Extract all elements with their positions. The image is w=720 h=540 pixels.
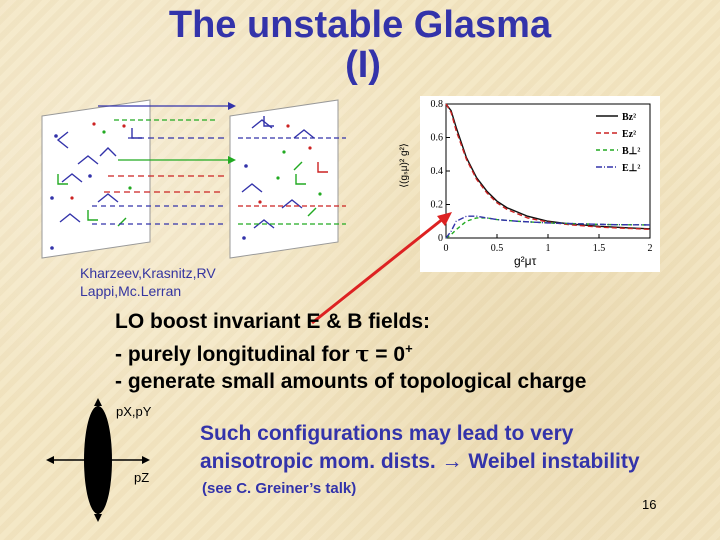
conclusion-line2-suffix: Weibel instability [462, 450, 640, 473]
series-line-4 [445, 215, 651, 239]
x-tick-label: 2 [648, 243, 653, 254]
bullet-item-2: - generate small amounts of topological … [115, 370, 587, 393]
chart-legend: Bz² Ez² B⊥² E⊥² [596, 112, 640, 174]
field-diagram [41, 99, 346, 259]
momentum-ellipse-diagram [46, 398, 150, 522]
vertical-arrow-down [94, 514, 102, 522]
x-tick-label: 0.5 [491, 243, 504, 254]
label-pz: pZ [134, 470, 150, 485]
legend-label-3: B⊥² [622, 146, 640, 157]
x-tick-label: 1 [546, 243, 551, 254]
right-sheet [229, 99, 339, 259]
field-energy-chart: 0 0.5 1 1.5 2 0 0.2 0.4 0.6 0.8 Bz² Ez² B⊥² E⊥² [420, 96, 660, 272]
conclusion-line2: anisotropic mom. dists. → Weibel instabi… [200, 448, 640, 476]
conclusion-line2-prefix: anisotropic mom. dists. [200, 450, 442, 473]
y-tick-label: 0.2 [431, 200, 444, 211]
reference-note: (see C. Greiner’s talk) [202, 480, 357, 497]
bullet-item-1-eq: = 0 [369, 343, 406, 366]
chart-ylabel: ⟨(gₛμ)² g²⟩ [398, 143, 410, 188]
slide-title: The unstable Glasma (I) [0, 6, 720, 84]
credit-line2: Lappi,Mc.Lerran [80, 283, 182, 299]
page-number: 16 [642, 497, 657, 512]
legend-label-2: Ez² [622, 129, 636, 140]
chart-series [445, 103, 651, 239]
title-line1: The unstable Glasma [168, 4, 552, 46]
title-line2: (I) [345, 44, 381, 86]
y-tick-label: 0.8 [431, 99, 444, 110]
anisotropic-ellipse [84, 406, 112, 514]
label-pxpy: pX,pY [116, 404, 152, 419]
series-line-1 [445, 103, 651, 230]
bullet-item-1-text: - purely longitudinal for [115, 343, 356, 366]
credit-authors: Kharzeev,Krasnitz,RV Lappi,Mc.Lerran [80, 264, 216, 300]
bullet-list: LO boost invariant E & B fields: - purel… [115, 308, 586, 395]
chart-xlabel: g²μτ [514, 254, 537, 268]
y-tick-label: 0 [438, 233, 443, 244]
bullet-item-1-sup: + [405, 341, 413, 356]
field-diagram-panel [38, 98, 350, 264]
conclusion-text: Such configurations may lead to very ani… [200, 420, 640, 476]
vertical-arrow-up [94, 398, 102, 406]
horizontal-arrow-right [142, 456, 150, 464]
legend-label-4: E⊥² [622, 163, 640, 174]
sheet-symbols [56, 116, 328, 229]
chart-background [420, 96, 660, 272]
left-sheet [41, 99, 151, 259]
y-tick-label: 0.4 [431, 166, 444, 177]
horizontal-arrow-left [46, 456, 54, 464]
legend-label-1: Bz² [622, 112, 636, 123]
chart-ticks: 0 0.5 1 1.5 2 0 0.2 0.4 0.6 0.8 [431, 99, 653, 254]
bullet-heading: LO boost invariant E & B fields: [115, 310, 431, 333]
bullet-item-1: - purely longitudinal for τ = 0+ [115, 335, 586, 368]
x-tick-label: 1.5 [593, 243, 606, 254]
y-tick-label: 0.6 [431, 133, 444, 144]
credit-line1: Kharzeev,Krasnitz,RV [80, 265, 216, 281]
conclusion-line1: Such configurations may lead to very [200, 422, 574, 445]
series-line-2 [445, 103, 651, 230]
tau-symbol: τ [355, 341, 370, 366]
sheet-dots [50, 122, 322, 250]
x-tick-label: 0 [444, 243, 449, 254]
implies-arrow-icon: → [441, 450, 463, 473]
